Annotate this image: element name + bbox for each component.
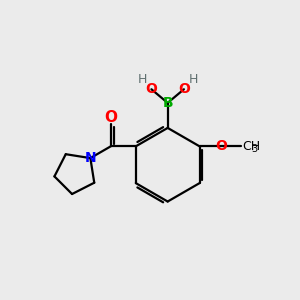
- Text: B: B: [162, 96, 173, 110]
- Text: O: O: [178, 82, 190, 96]
- Text: O: O: [104, 110, 117, 125]
- Text: 3: 3: [252, 144, 258, 154]
- Text: O: O: [146, 82, 158, 96]
- Text: H: H: [189, 73, 198, 86]
- Text: N: N: [85, 151, 96, 165]
- Text: O: O: [216, 139, 228, 153]
- Text: H: H: [137, 73, 147, 86]
- Text: CH: CH: [242, 140, 260, 153]
